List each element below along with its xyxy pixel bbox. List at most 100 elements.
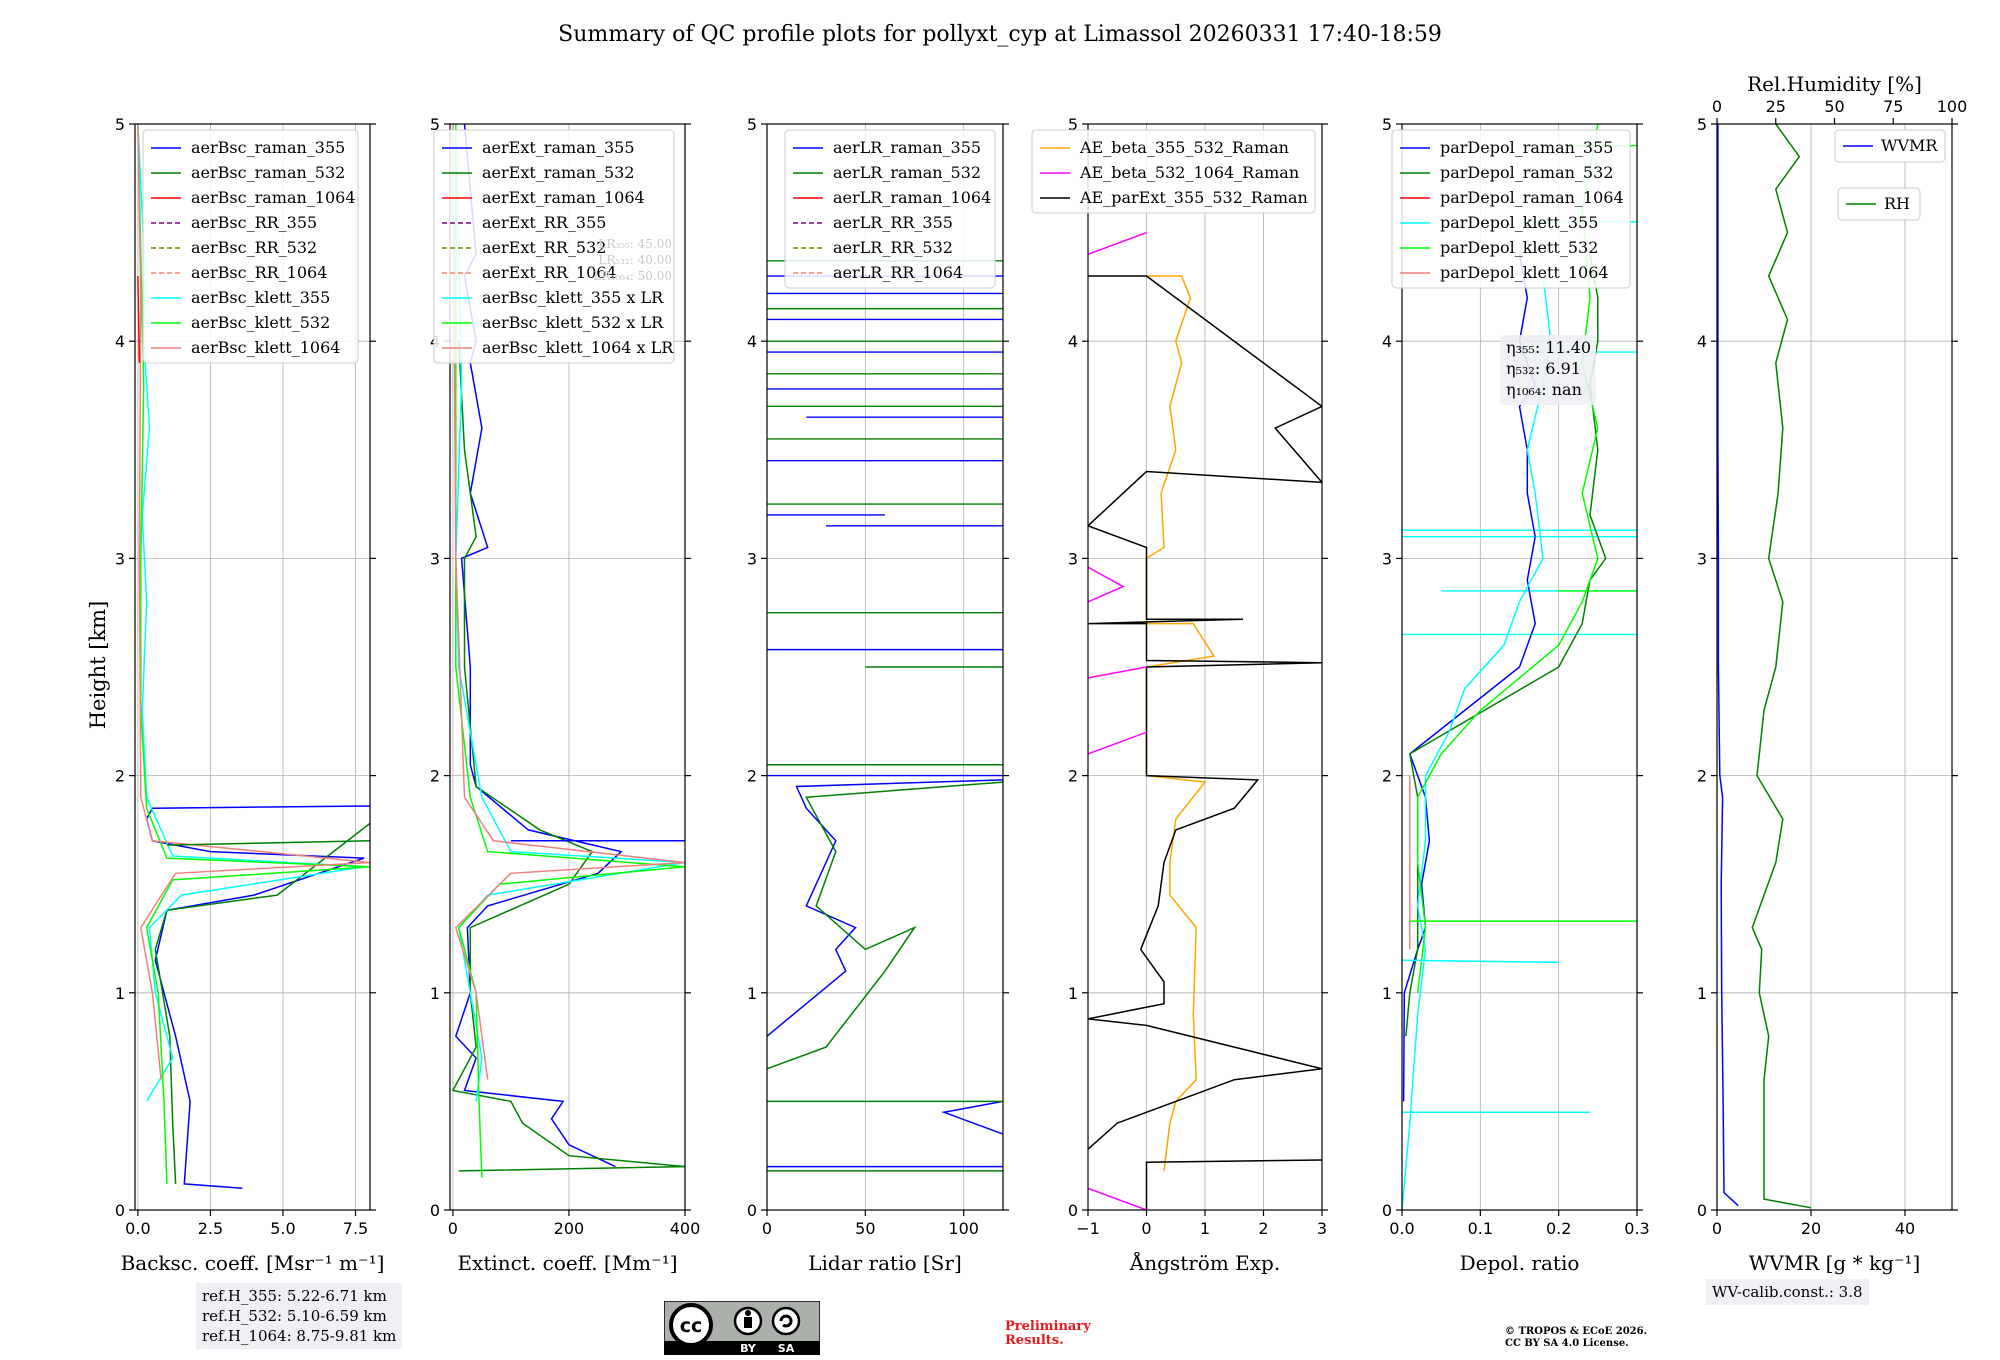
backscatter-series-aerbsc-raman-1064 [137, 275, 141, 363]
extinction-legend-label: aerExt_raman_1064 [482, 188, 645, 207]
angstrom-ytick-label: 5 [1068, 115, 1078, 134]
extinction-legend-label: aerExt_raman_355 [482, 138, 635, 157]
wv-ytick-label: 3 [1697, 549, 1707, 568]
copyright-note: © TROPOS & ECoE 2026. CC BY SA 4.0 Licen… [1505, 1326, 1647, 1350]
backscatter-series-aerbsc-raman-355 [145, 805, 370, 1190]
wv-ytick-label: 5 [1697, 115, 1707, 134]
extinction-lr-annotation: LR₅₃₂: 40.00 [598, 253, 672, 267]
refh-355: ref.H_355: 5.22-6.71 km [202, 1287, 387, 1305]
depol-legend-label: parDepol_raman_1064 [1440, 188, 1624, 207]
lidar_ratio-xtick-label: 50 [855, 1219, 875, 1238]
preliminary-line-2: Results. [1005, 1333, 1064, 1348]
depol-ytick-label: 1 [1382, 984, 1392, 1003]
wv-top-xtick-label: 75 [1883, 97, 1903, 116]
wv-axes-frame [1716, 123, 1953, 1211]
extinction-ytick-label: 5 [430, 115, 440, 134]
lidar_ratio-axes-frame [766, 123, 1004, 1211]
backscatter-ytick-label: 4 [115, 332, 125, 351]
depol-series-pardepol-klett-355 [1402, 275, 1552, 1210]
sa-text: SA [778, 1342, 795, 1355]
depol-xtick-label: 0.2 [1546, 1219, 1571, 1238]
by-text: BY [740, 1342, 757, 1355]
depol-xtick-label: 0.1 [1468, 1219, 1493, 1238]
wv-top-xlabel: Rel.Humidity [%] [1747, 72, 1922, 96]
backscatter-ytick-label: 0 [115, 1201, 125, 1220]
extinction-axes-frame [449, 123, 686, 1211]
angstrom-series-ae-beta-532-1064-raman-d [1088, 566, 1125, 603]
backscatter-legend-label: aerBsc_RR_1064 [191, 263, 327, 282]
backscatter-legend-label: aerBsc_klett_532 [191, 313, 330, 332]
backscatter-legend-label: aerBsc_raman_532 [191, 163, 345, 182]
angstrom-series-ae-beta-532-1064-raman-a [1088, 1187, 1147, 1210]
depol-eta-annotation: η₁₀₆₄: nan [1506, 380, 1582, 399]
backscatter-legend-label: aerBsc_raman_355 [191, 138, 345, 157]
extinction-ytick-label: 0 [430, 1201, 440, 1220]
lidar_ratio-legend-label: aerLR_raman_532 [833, 163, 981, 182]
wv-legend-label: WVMR [1881, 136, 1938, 155]
lidar_ratio-series-aerlr-raman-355-b [941, 1100, 1003, 1135]
depol-legend-label: parDepol_klett_1064 [1440, 263, 1609, 282]
backscatter-ytick-label: 3 [115, 549, 125, 568]
lidar_ratio-ytick-label: 2 [747, 767, 757, 786]
extinction-ytick-label: 1 [430, 984, 440, 1003]
extinction-xtick-label: 400 [670, 1219, 701, 1238]
extinction-legend-label: aerExt_RR_532 [482, 238, 606, 257]
extinction-legend-box [433, 129, 675, 364]
backscatter-xlabel: Backsc. coeff. [Msr⁻¹ m⁻¹] [121, 1251, 385, 1275]
extinction-lr-annotation: LR₁₀₆₄: 50.00 [594, 269, 672, 283]
depol-eta-annotation: η₃₅₅: 11.40 [1506, 338, 1591, 357]
extinction-series-aerbsc-klett-355-x-lr [455, 124, 685, 1102]
angstrom-ytick-label: 0 [1068, 1201, 1078, 1220]
backscatter-xtick-label: 5.0 [270, 1219, 295, 1238]
refh-1064: ref.H_1064: 8.75-9.81 km [202, 1327, 397, 1345]
extinction-xtick-label: 0 [448, 1219, 458, 1238]
extinction-series-aerbsc-klett-1064-x-lr [452, 124, 685, 1080]
wv-xtick-label: 0 [1712, 1219, 1722, 1238]
extinction-ytick-label: 2 [430, 767, 440, 786]
preliminary-line-1: Preliminary [1005, 1319, 1091, 1334]
angstrom-xtick-label: 1 [1200, 1219, 1210, 1238]
extinction-ytick-label: 3 [430, 549, 440, 568]
wv-xtick-label: 20 [1801, 1219, 1821, 1238]
lidar_ratio-legend-label: aerLR_raman_355 [833, 138, 981, 157]
wv-top-xtick-label: 0 [1712, 97, 1722, 116]
backscatter-xtick-label: 2.5 [198, 1219, 223, 1238]
lidar_ratio-ytick-label: 3 [747, 549, 757, 568]
extinction-xlabel: Extinct. coeff. [Mm⁻¹] [457, 1251, 677, 1275]
extinction-lr-annotation: LR₃₅₅: 45.00 [598, 237, 672, 251]
depol-legend-label: parDepol_klett_532 [1440, 238, 1598, 257]
angstrom-series-ae-beta-532-1064-raman-b [1088, 731, 1147, 755]
extinction-legend-label: aerBsc_klett_355 x LR [482, 288, 664, 307]
backscatter-legend-label: aerBsc_klett_355 [191, 288, 330, 307]
y-axis-label: Height [km] [86, 601, 110, 730]
angstrom-xtick-label: 0 [1141, 1219, 1151, 1238]
angstrom-series-ae-parext-lower [1145, 1159, 1322, 1210]
cc-text: cc [680, 1315, 703, 1337]
depol-ytick-label: 4 [1382, 332, 1392, 351]
lidar_ratio-legend-box [784, 129, 996, 289]
depol-ytick-label: 0 [1382, 1201, 1392, 1220]
wv-top-xtick-label: 100 [1937, 97, 1968, 116]
lidar_ratio-legend-label: aerLR_RR_355 [833, 213, 953, 232]
lidar_ratio-xtick-label: 100 [948, 1219, 979, 1238]
angstrom-legend-label: AE_beta_532_1064_Raman [1079, 163, 1299, 182]
extinction-legend-label: aerExt_RR_1064 [482, 263, 617, 282]
backscatter-xtick-label: 7.5 [343, 1219, 368, 1238]
angstrom-legend-label: AE_parExt_355_532_Raman [1079, 188, 1308, 207]
angstrom-ytick-label: 4 [1068, 332, 1078, 351]
lidar_ratio-ytick-label: 4 [747, 332, 757, 351]
backscatter-axes-frame [134, 123, 371, 1211]
angstrom-xtick-label: −1 [1076, 1219, 1100, 1238]
depol-xlabel: Depol. ratio [1460, 1251, 1580, 1275]
backscatter-legend-label: aerBsc_RR_532 [191, 238, 317, 257]
depol-legend-label: parDepol_klett_355 [1440, 213, 1598, 232]
backscatter-legend-label: aerBsc_klett_1064 [191, 338, 340, 357]
preliminary-note: Preliminary Results. [1005, 1320, 1091, 1348]
depol-legend-box [1391, 129, 1631, 289]
depol-ytick-label: 2 [1382, 767, 1392, 786]
backscatter-ytick-label: 1 [115, 984, 125, 1003]
angstrom-series-ae-beta-532-1064-raman-c [1088, 666, 1147, 679]
angstrom-legend-box [1031, 129, 1316, 214]
depol-xtick-label: 0.0 [1389, 1219, 1414, 1238]
